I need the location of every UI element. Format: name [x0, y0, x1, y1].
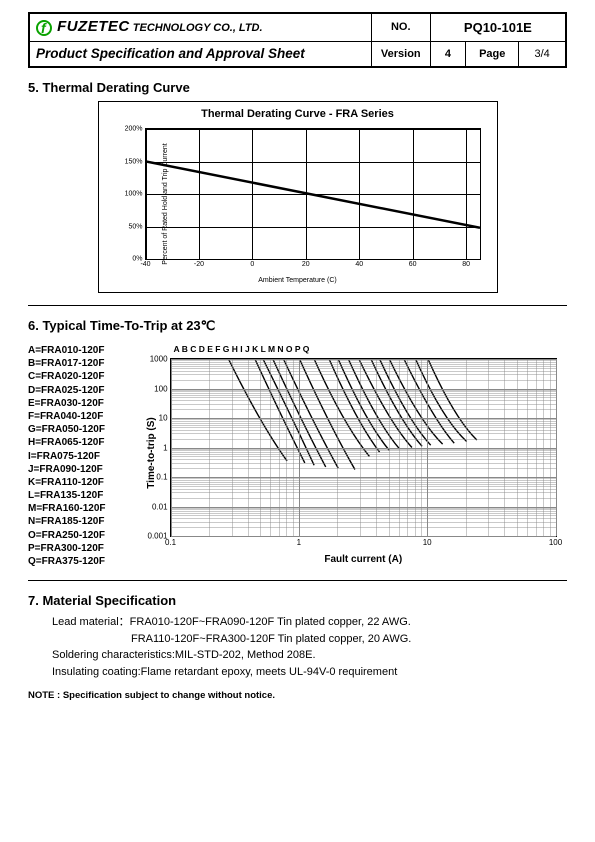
page-value: 3/4 [519, 41, 566, 67]
section7-body: Lead material：FRA010-120F~FRA090-120F Ti… [28, 614, 567, 680]
legend-item: D=FRA025-120F [28, 384, 106, 397]
legend-item: H=FRA065-120F [28, 436, 106, 449]
legend-item: P=FRA300-120F [28, 542, 106, 555]
section7-title: 7. Material Specification [28, 593, 567, 608]
footer-note: NOTE : Specification subject to change w… [28, 690, 567, 701]
trip-chart-xlabel: Fault current (A) [170, 554, 557, 565]
legend-item: N=FRA185-120F [28, 515, 106, 528]
company-brand: FUZETEC [57, 18, 130, 35]
legend-item: Q=FRA375-120F [28, 555, 106, 568]
material-spec-line: Insulating coating:Flame retardant epoxy… [52, 664, 567, 681]
material-spec-line: Soldering characteristics:MIL-STD-202, M… [52, 647, 567, 664]
material-spec-line: Lead material：FRA010-120F~FRA090-120F Ti… [52, 614, 567, 631]
legend-item: A=FRA010-120F [28, 344, 106, 357]
material-spec-line: FRA110-120F~FRA300-120F Tin plated coppe… [52, 631, 567, 648]
trip-chart-plot: 0.0010.010.111010010000.1110100 [170, 358, 557, 537]
thermal-chart-block: Thermal Derating Curve - FRA Series Perc… [98, 101, 498, 293]
legend-item: G=FRA050-120F [28, 423, 106, 436]
section6-title: 6. Typical Time-To-Trip at 23℃ [28, 318, 567, 334]
trip-chart-wrap: A B C D E F G H I J K L M N O P Q Time-t… [120, 340, 567, 565]
company-suffix: TECHNOLOGY CO., LTD. [130, 22, 263, 34]
legend-item: I=FRA075-120F [28, 450, 106, 463]
trip-chart-ylabel: Time-to-trip (S) [146, 417, 157, 488]
version-value: 4 [430, 41, 465, 67]
legend-item: O=FRA250-120F [28, 529, 106, 542]
header-table: FUZETEC TECHNOLOGY CO., LTD. NO. PQ10-10… [28, 12, 567, 68]
fuzetec-logo-icon [36, 20, 52, 36]
doc-title: Product Specification and Approval Sheet [29, 41, 371, 67]
legend-item: J=FRA090-120F [28, 463, 106, 476]
divider-2 [28, 580, 567, 581]
legend-item: C=FRA020-120F [28, 370, 106, 383]
legend-item: B=FRA017-120F [28, 357, 106, 370]
trip-chart-letter-header: A B C D E F G H I J K L M N O P Q [174, 344, 557, 354]
section5-title: 5. Thermal Derating Curve [28, 80, 567, 95]
legend-item: M=FRA160-120F [28, 502, 106, 515]
legend-item: K=FRA110-120F [28, 476, 106, 489]
divider-1 [28, 305, 567, 306]
thermal-chart-plot: 0%50%100%150%200%-40-20020406080 [145, 128, 481, 260]
part-number: PQ10-101E [430, 13, 566, 41]
page-label: Page [466, 41, 519, 67]
legend-item: E=FRA030-120F [28, 397, 106, 410]
version-label: Version [371, 41, 430, 67]
no-label: NO. [371, 13, 430, 41]
legend-item: L=FRA135-120F [28, 489, 106, 502]
thermal-chart-title: Thermal Derating Curve - FRA Series [109, 108, 487, 120]
thermal-chart-xlabel: Ambient Temperature (C) [109, 277, 487, 284]
legend-item: F=FRA040-120F [28, 410, 106, 423]
trip-legend-list: A=FRA010-120FB=FRA017-120FC=FRA020-120FD… [28, 340, 106, 568]
